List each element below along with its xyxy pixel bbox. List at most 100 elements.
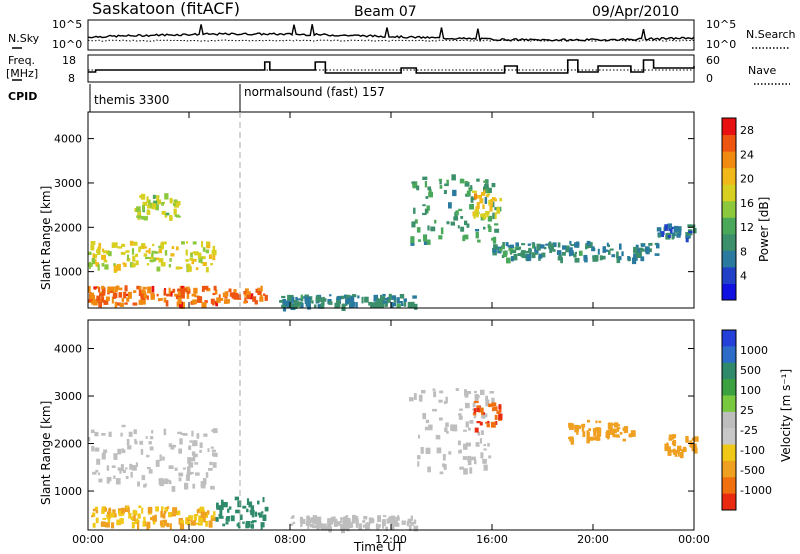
- power-heatmap-cell: [210, 263, 213, 266]
- power-colorbar-tick: 12: [740, 221, 754, 234]
- power-heatmap-cell: [88, 251, 92, 255]
- velocity-heatmap-cell: [481, 410, 484, 416]
- velocity-heatmap-cell: [225, 517, 230, 522]
- power-heatmap-cell: [381, 296, 386, 302]
- velocity-heatmap-cell: [616, 427, 621, 430]
- velocity-heatmap-cell: [495, 421, 498, 425]
- velocity-heatmap-cell: [394, 522, 400, 527]
- power-heatmap-cell: [155, 204, 159, 211]
- power-heatmap-cell: [119, 287, 123, 291]
- power-heatmap-cell: [656, 243, 660, 249]
- power-heatmap-cell: [414, 303, 418, 310]
- velocity-heatmap-cell: [491, 407, 494, 412]
- power-heatmap-cell: [124, 285, 128, 292]
- velocity-heatmap-cell: [347, 525, 353, 528]
- power-heatmap-cell: [533, 243, 536, 248]
- velocity-heatmap-cell: [345, 515, 349, 520]
- power-heatmap-cell: [141, 297, 146, 305]
- velocity-heatmap-cell: [290, 523, 294, 526]
- velocity-colorbar-swatch: [722, 493, 736, 511]
- velocity-heatmap-cell: [616, 428, 620, 432]
- power-heatmap-cell: [123, 291, 127, 299]
- velocity-heatmap-cell: [135, 462, 138, 467]
- power-heatmap-cell: [233, 292, 239, 300]
- velocity-heatmap-cell: [186, 472, 192, 475]
- velocity-heatmap-cell: [236, 523, 241, 527]
- power-heatmap-cell: [147, 204, 151, 209]
- power-heatmap-cell: [118, 292, 123, 298]
- velocity-heatmap-cell: [132, 510, 138, 516]
- velocity-heatmap-cell: [593, 430, 597, 437]
- noise-panel: [87, 19, 695, 51]
- velocity-heatmap-cell: [141, 507, 144, 514]
- freq-right-tick-top: 60: [706, 54, 720, 67]
- power-heatmap-cell: [669, 228, 673, 234]
- velocity-heatmap-cell: [487, 420, 490, 424]
- velocity-heatmap-cell: [205, 472, 209, 478]
- power-heatmap-cell: [143, 216, 148, 221]
- power-heatmap-cell: [117, 246, 123, 249]
- velocity-heatmap-cell: [667, 449, 672, 456]
- power-heatmap-cell: [180, 285, 185, 290]
- power-colorbar-tick: 28: [740, 124, 754, 137]
- velocity-heatmap-cell: [472, 412, 477, 416]
- velocity-heatmap-cell: [255, 511, 258, 517]
- power-heatmap-cell: [486, 213, 489, 218]
- power-heatmap-cell: [390, 302, 394, 309]
- velocity-heatmap-cell: [210, 485, 215, 490]
- power-heatmap-cell: [201, 241, 204, 248]
- velocity-heatmap-cell: [382, 524, 385, 529]
- velocity-heatmap-cell: [199, 506, 205, 514]
- velocity-heatmap-cell: [365, 523, 370, 530]
- velocity-heatmap-cell: [194, 453, 198, 458]
- power-heatmap-cell: [687, 224, 692, 228]
- velocity-heatmap-cell: [179, 523, 185, 530]
- x-tick-label: 04:00: [173, 533, 205, 546]
- velocity-heatmap-cell: [668, 434, 673, 438]
- site-title: Saskatoon (fitACF): [92, 0, 240, 18]
- velocity-colorbar-swatch: [722, 362, 736, 380]
- power-heatmap-cell: [364, 296, 369, 303]
- power-colorbar-swatch: [722, 134, 736, 152]
- velocity-heatmap-cell: [184, 482, 189, 490]
- power-heatmap-cell: [98, 301, 102, 308]
- velocity-heatmap-cell: [622, 438, 626, 442]
- power-heatmap-cell: [214, 289, 218, 295]
- freq-left-label-1: Freq.: [8, 54, 35, 67]
- velocity-heatmap-cell: [664, 445, 669, 452]
- power-heatmap-cell: [143, 293, 147, 298]
- velocity-heatmap-cell: [159, 454, 162, 462]
- power-heatmap-cell: [640, 256, 645, 262]
- freq-right-tick-bottom: 0: [706, 72, 713, 85]
- velocity-heatmap-cell: [200, 511, 204, 518]
- power-heatmap-cell: [131, 248, 135, 255]
- power-heatmap-cell: [438, 178, 443, 182]
- velocity-heatmap-cell: [216, 502, 219, 508]
- power-heatmap-cell: [552, 249, 556, 252]
- velocity-heatmap-cell: [171, 444, 176, 448]
- power-heatmap-cell: [510, 256, 514, 262]
- velocity-heatmap-cell: [207, 448, 210, 452]
- power-heatmap-cell: [136, 206, 141, 212]
- power-heatmap-cell: [673, 226, 679, 233]
- power-heatmap-cell: [552, 242, 557, 248]
- velocity-heatmap-cell: [671, 434, 677, 439]
- power-heatmap-cell: [101, 248, 105, 253]
- velocity-heatmap-cell: [474, 390, 477, 394]
- power-heatmap-cell: [382, 293, 386, 297]
- power-heatmap-cell: [150, 292, 155, 297]
- velocity-heatmap-cell: [444, 427, 448, 432]
- power-heatmap-cell: [396, 297, 400, 304]
- velocity-heatmap-cell: [102, 517, 107, 520]
- power-heatmap-cell: [206, 241, 209, 246]
- velocity-heatmap-cell: [134, 438, 137, 444]
- power-heatmap-cell: [446, 179, 449, 184]
- power-heatmap-cell: [667, 223, 672, 229]
- power-heatmap-cell: [373, 294, 379, 302]
- velocity-heatmap-cell: [300, 519, 306, 524]
- velocity-heatmap-cell: [305, 521, 311, 526]
- power-heatmap-cell: [557, 242, 561, 248]
- power-heatmap-cell: [611, 254, 616, 258]
- power-heatmap-cell: [205, 267, 209, 273]
- velocity-heatmap-cell: [250, 505, 255, 511]
